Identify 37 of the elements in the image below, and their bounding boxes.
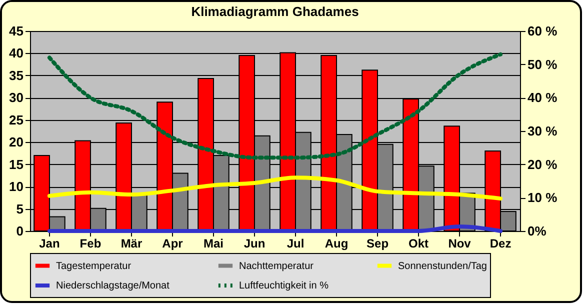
y-tick-label: 5 — [16, 201, 24, 216]
y2-tick-label: 60 % — [528, 24, 558, 38]
y-tick-label: 25 — [9, 112, 24, 128]
x-tick-label: Apr — [162, 236, 184, 250]
y-tick-label: 35 — [9, 68, 24, 83]
y-tick-label: 40 — [9, 46, 24, 61]
x-tick-label: Mär — [120, 236, 142, 250]
legend-label: Sonnenstunden/Tag — [398, 260, 487, 272]
x-tick-label: Okt — [408, 236, 429, 250]
y-tick-label: 10 — [9, 179, 24, 194]
x-tick-label: Feb — [80, 236, 102, 250]
chart-title: Klimadiagramm Ghadames — [191, 4, 359, 19]
line-series — [47, 176, 503, 201]
x-tick-label: Mai — [203, 236, 224, 250]
y-tick-label: 45 — [9, 24, 24, 38]
y2-tick-label: 50 % — [528, 56, 558, 72]
y2-tick-label: 40 % — [528, 90, 558, 106]
y-tick-label: 0 — [16, 224, 24, 238]
y2-tick-label: 30 % — [528, 124, 558, 138]
x-tick-label: Nov — [448, 236, 472, 250]
y-tick-label: 30 — [9, 90, 24, 106]
x-tick-label: Jul — [286, 236, 304, 250]
legend-label: Tagestemperatur — [56, 260, 132, 272]
y2-tick-label: 0% — [528, 224, 547, 238]
legend-label: Nachttemperatur — [239, 260, 314, 272]
legend-label: Luftfeuchtigkeit in % — [239, 280, 329, 292]
y2-tick-label: 10 % — [528, 190, 558, 206]
x-tick-label: Dez — [490, 236, 512, 250]
y-tick-label: 20 — [9, 134, 24, 150]
y2-tick-label: 20 % — [528, 156, 558, 172]
x-tick-label: Sep — [366, 236, 389, 250]
legend-label: Niederschlagstage/Monat — [56, 280, 170, 292]
line-series — [47, 52, 503, 160]
x-tick-label: Jun — [244, 236, 266, 250]
x-tick-label: Aug — [324, 236, 348, 250]
x-tick-label: Jan — [39, 236, 60, 250]
y-tick-label: 15 — [9, 156, 24, 172]
